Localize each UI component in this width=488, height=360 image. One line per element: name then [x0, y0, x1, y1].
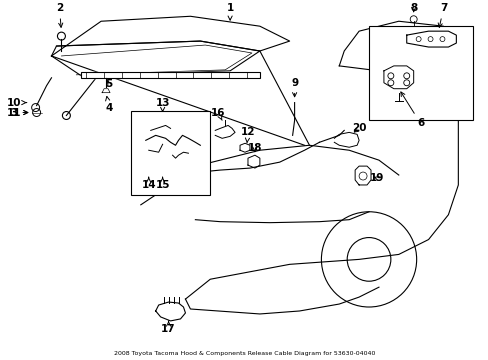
Bar: [368, 26, 472, 121]
Text: 19: 19: [369, 173, 384, 183]
Text: 5: 5: [105, 79, 112, 89]
Bar: [81, 72, 259, 78]
Text: 7: 7: [437, 3, 446, 27]
Polygon shape: [406, 31, 455, 47]
Text: 1: 1: [226, 3, 233, 20]
Text: 16: 16: [210, 108, 225, 120]
Text: 6: 6: [400, 92, 424, 129]
Polygon shape: [102, 89, 110, 93]
Text: 9: 9: [290, 78, 298, 97]
Bar: [131, 111, 210, 195]
Text: 10: 10: [6, 98, 26, 108]
Bar: [81, 72, 259, 78]
Text: 3: 3: [10, 108, 28, 117]
Polygon shape: [155, 302, 185, 321]
Polygon shape: [51, 16, 289, 56]
Text: 13: 13: [155, 98, 169, 112]
Text: 12: 12: [240, 127, 255, 143]
Text: 18: 18: [247, 143, 262, 153]
Text: 4: 4: [105, 96, 113, 113]
Text: 8: 8: [409, 3, 416, 13]
Text: 11: 11: [6, 108, 28, 117]
Text: 2008 Toyota Tacoma Hood & Components Release Cable Diagram for 53630-04040: 2008 Toyota Tacoma Hood & Components Rel…: [114, 351, 374, 356]
Text: 17: 17: [161, 321, 176, 334]
Text: 15: 15: [155, 177, 169, 190]
Polygon shape: [51, 41, 259, 76]
Text: 14: 14: [141, 177, 156, 190]
Text: 2: 2: [56, 3, 63, 27]
Text: 20: 20: [351, 123, 366, 134]
